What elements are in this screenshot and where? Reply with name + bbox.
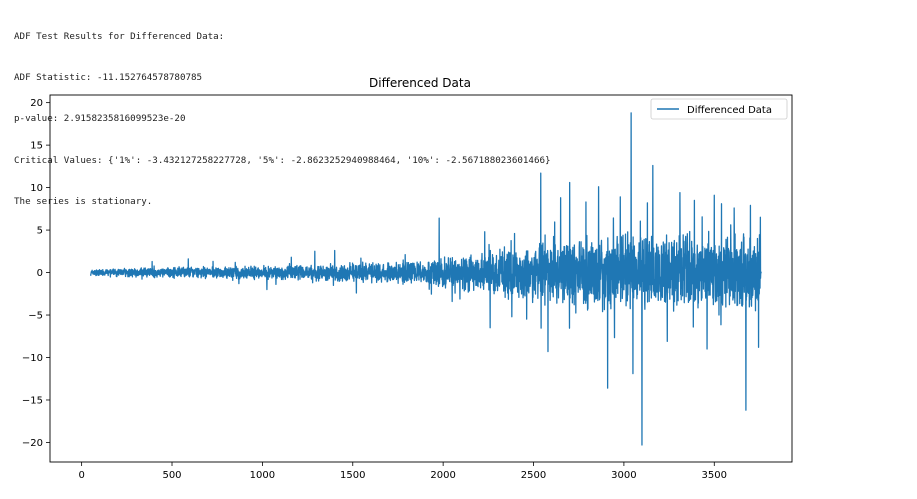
stationarity-verdict-line: The series is stationary. [14, 196, 153, 208]
x-tick-label: 1500 [340, 470, 365, 481]
y-tick-label: 20 [30, 98, 43, 109]
y-tick-label: 10 [30, 183, 43, 194]
axes-frame [49, 94, 793, 463]
x-tick-label: 2500 [521, 470, 546, 481]
x-tick-label: 0 [78, 470, 84, 481]
x-tick-label: 3000 [611, 470, 636, 481]
p-value-line: p-value: 2.9158235816099523e-20 [14, 113, 186, 125]
output-heading: ADF Test Results for Differenced Data: [14, 30, 225, 42]
legend: Differenced Data [650, 98, 788, 120]
x-tick-label: 1000 [250, 470, 275, 481]
cell-output: ADF Test Results for Differenced Data: A… [14, 2, 551, 223]
x-tick-label: 3500 [702, 470, 727, 481]
x-tick-label: 500 [162, 470, 181, 481]
chart-title: Differenced Data [369, 76, 471, 90]
y-tick-label: −20 [22, 438, 43, 449]
y-tick-label: −10 [22, 353, 43, 364]
y-tick-label: −5 [28, 311, 43, 322]
legend-box [650, 98, 788, 120]
x-tick-label: 2000 [430, 470, 455, 481]
series-layer [90, 112, 762, 446]
y-axis: −20 −15 −10 −5 0 5 10 15 20 [22, 98, 50, 449]
y-tick-label: −15 [22, 395, 43, 406]
y-tick-label: 0 [37, 268, 43, 279]
legend-label: Differenced Data [687, 105, 772, 116]
y-tick-label: 15 [30, 141, 43, 152]
adf-statistic-line: ADF Statistic: -11.152764578780785 [14, 71, 203, 83]
differenced-data-line [90, 112, 762, 446]
critical-values-line: Critical Values: {'1%': -3.4321272582277… [14, 154, 551, 166]
y-tick-label: 5 [37, 226, 43, 237]
x-axis: 0 500 1000 1500 2000 2500 3000 3500 [78, 462, 727, 481]
